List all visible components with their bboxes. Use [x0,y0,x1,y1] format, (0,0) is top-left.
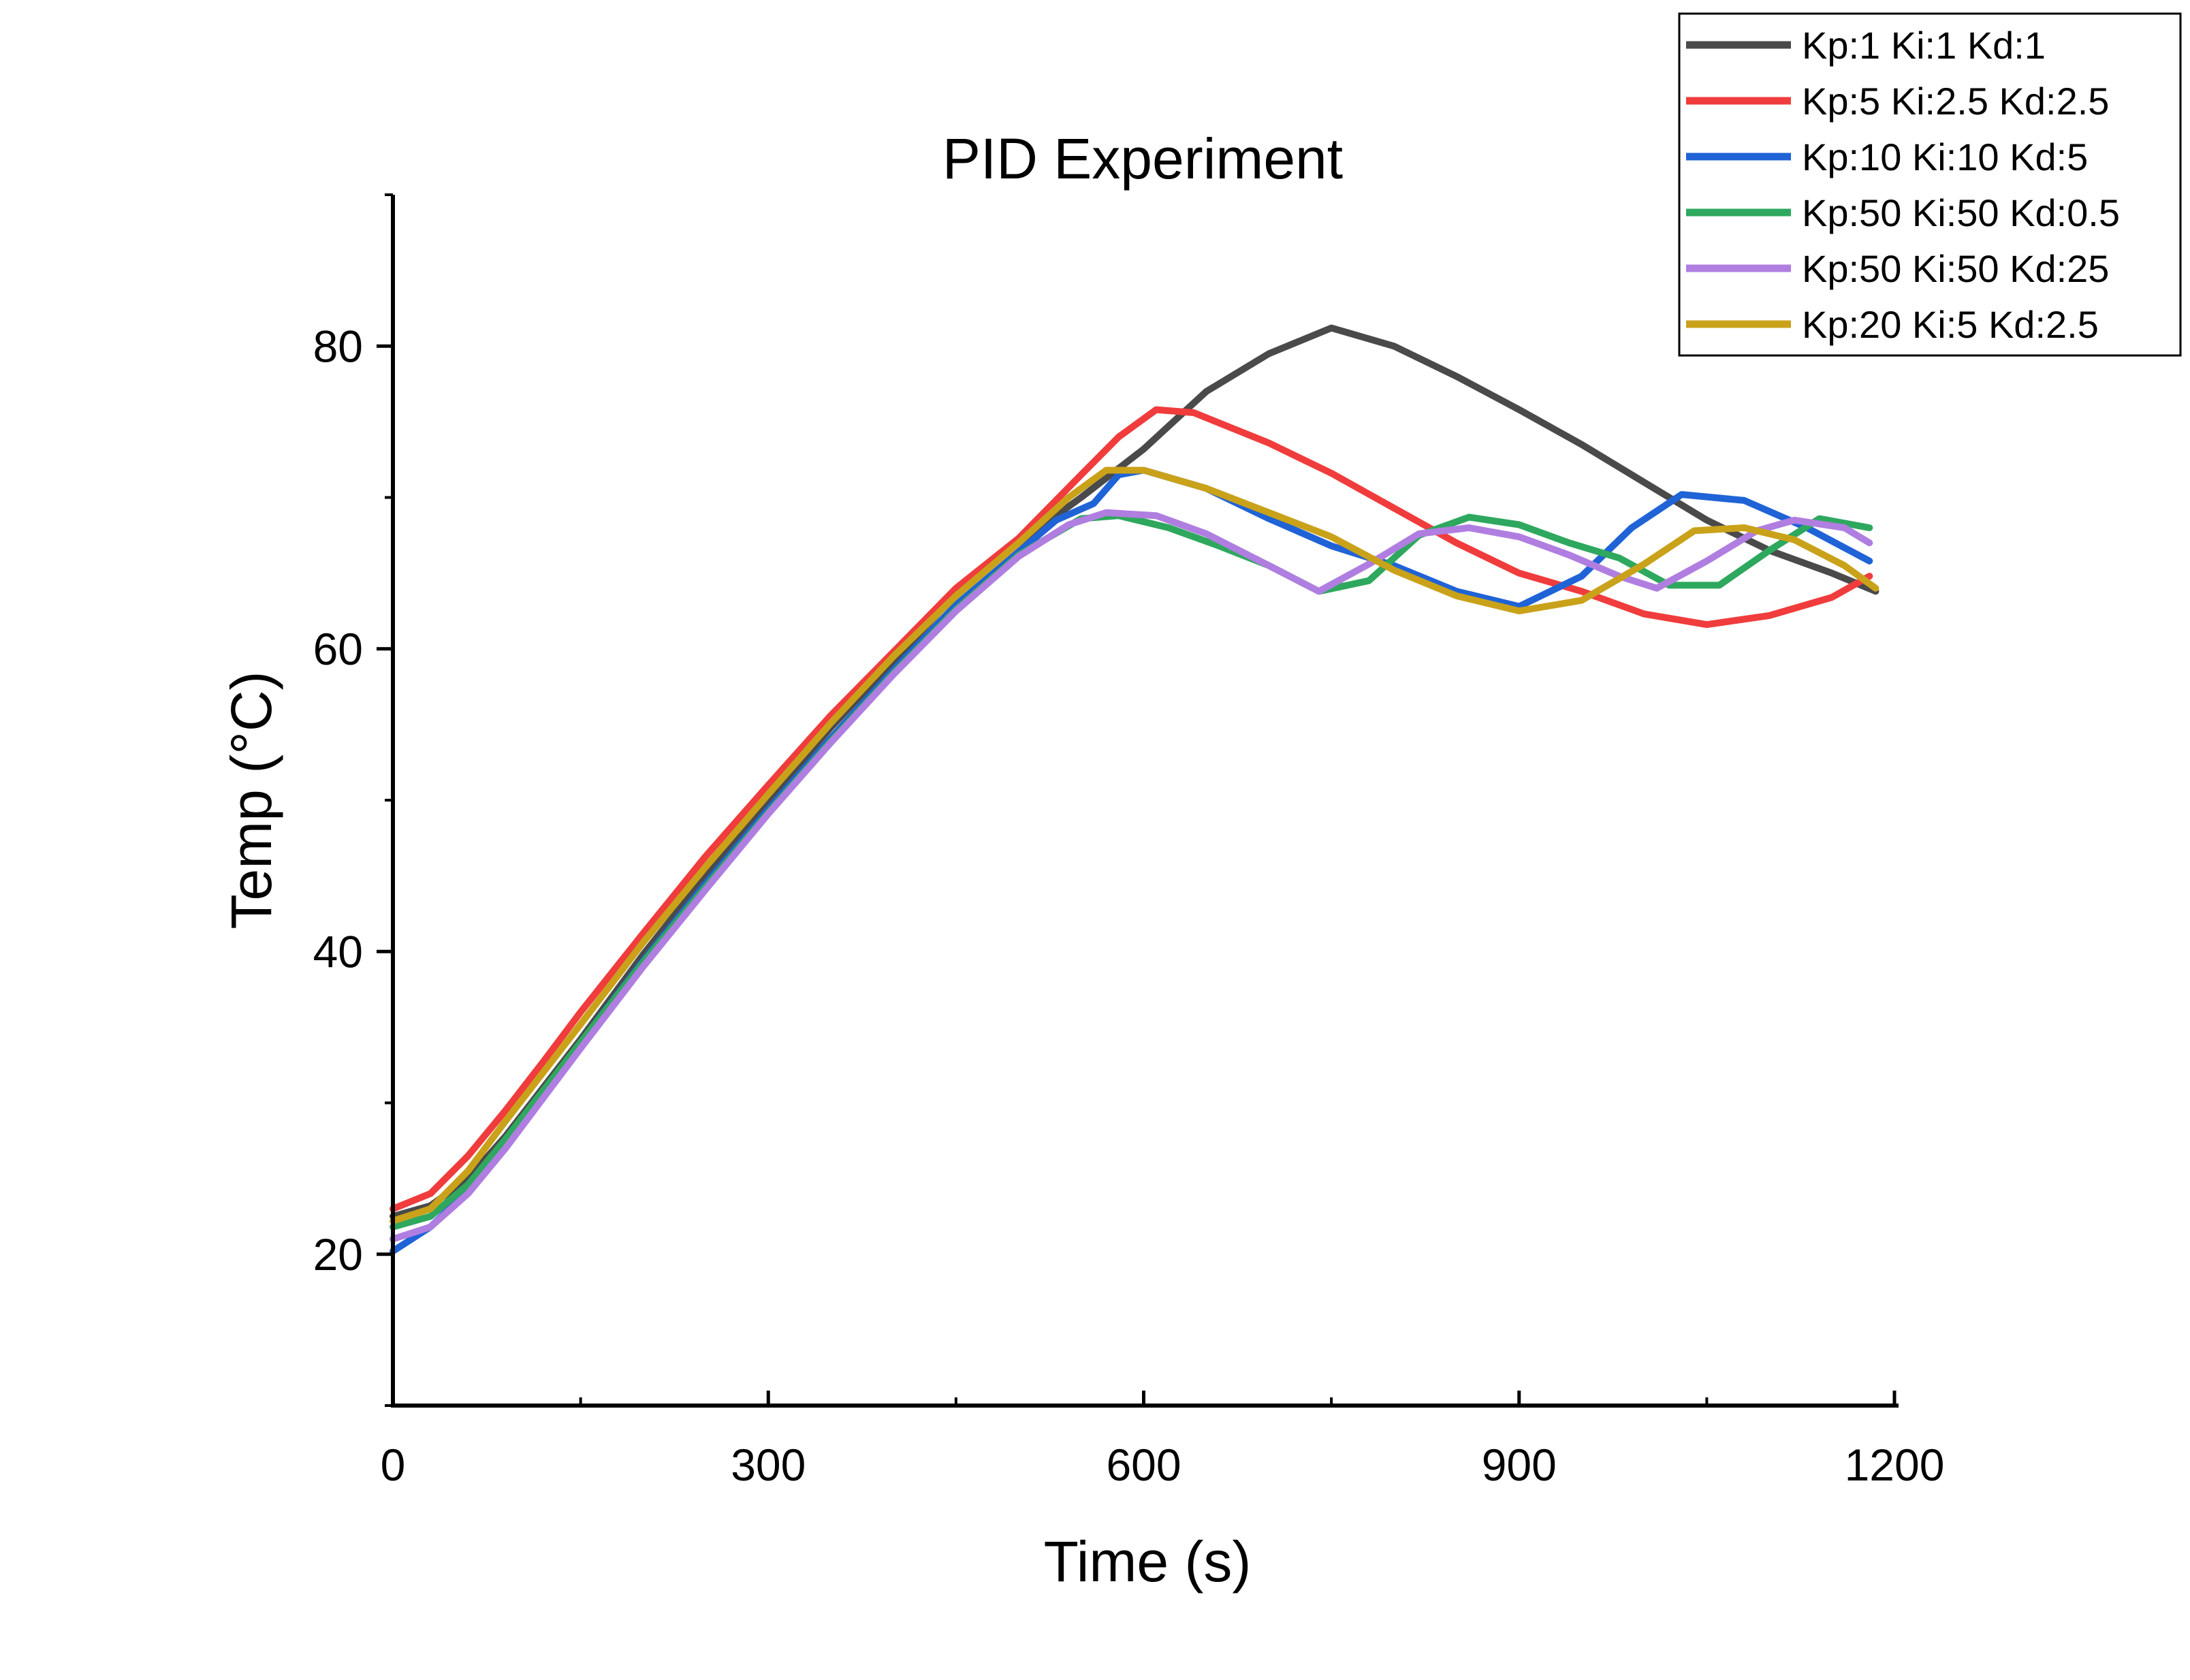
legend-label: Kp:20 Ki:5 Kd:2.5 [1802,303,2099,346]
series-line-5 [390,509,1873,1243]
x-tick-label: 900 [1482,1440,1557,1490]
x-tick-label: 1200 [1845,1440,1945,1490]
y-tick-label: 80 [313,321,363,371]
chart-title: PID Experiment [942,127,1343,191]
legend-label: Kp:50 Ki:50 Kd:25 [1802,247,2109,290]
x-tick-label: 600 [1106,1440,1181,1490]
legend-box [1678,12,2182,357]
y-tick-label: 20 [313,1229,363,1280]
legend-label: Kp:5 Ki:2.5 Kd:2.5 [1802,80,2109,123]
legend-label: Kp:10 Ki:10 Kd:5 [1802,136,2088,178]
y-axis-label: Temp (°C) [219,671,283,930]
series-line-4 [390,512,1873,1231]
y-tick-label: 60 [313,624,363,674]
x-tick-label: 300 [731,1440,806,1490]
legend-label: Kp:50 Ki:50 Kd:0.5 [1802,191,2120,234]
x-axis-ticks: 0 300 600 900 1200 [381,1391,1945,1490]
x-tick-label: 0 [381,1440,406,1490]
y-tick-label: 40 [313,926,363,977]
series-group [390,324,1879,1255]
x-axis-label: Time (s) [1044,1530,1252,1594]
series-line-6 [390,466,1879,1224]
legend: Kp:1 Ki:1 Kd:1 Kp:5 Ki:2.5 Kd:2.5 Kp:10 Ki… [1678,12,2182,357]
y-axis-ticks: 20 40 60 80 [313,193,393,1407]
series-line-2 [390,406,1873,1213]
legend-label: Kp:1 Ki:1 Kd:1 [1802,24,2046,67]
